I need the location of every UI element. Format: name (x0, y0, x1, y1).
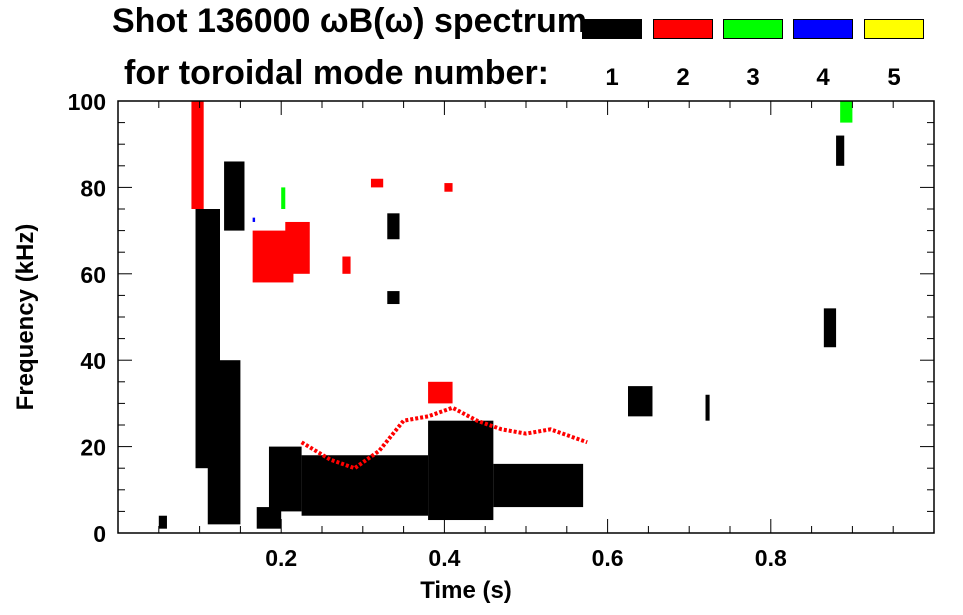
y-tick-label: 100 (68, 89, 106, 115)
y-axis-label: Frequency (kHz) (12, 224, 39, 411)
legend-label-mode-3: 3 (746, 64, 760, 91)
y-tick-label: 80 (80, 175, 106, 201)
spectral-region-mode-1-1 (195, 209, 220, 469)
x-tick-label: 0.4 (428, 545, 460, 571)
chart-title: Shot 136000 ωB(ω) spectrum (112, 2, 588, 40)
spectral-region-mode-1-9 (428, 420, 494, 521)
spectral-region-mode-1-4 (256, 507, 282, 529)
plot-frame (117, 100, 935, 534)
spectral-region-mode-2-6 (428, 381, 453, 404)
spectral-region-mode-2-3 (342, 256, 351, 274)
legend-swatch-mode-4 (793, 19, 853, 39)
x-axis-label: Time (s) (420, 577, 512, 604)
legend-label-mode-4: 4 (816, 64, 830, 91)
x-tick-label: 0.2 (265, 545, 297, 571)
legend-swatch-mode-3 (723, 19, 783, 39)
spectral-region-mode-1-11 (628, 386, 653, 417)
spectral-region-mode-1-7 (387, 213, 400, 240)
chart-subtitle: for toroidal mode number: (124, 54, 549, 92)
legend-label-mode-2: 2 (676, 64, 690, 91)
spectral-region-mode-1-10 (493, 463, 584, 508)
legend-label-mode-5: 5 (887, 64, 901, 91)
spectral-region-mode-1-13 (823, 308, 837, 348)
spectral-region-mode-1-14 (836, 135, 845, 166)
spectral-region-mode-1-8 (387, 291, 400, 305)
spectral-region-mode-2-5 (444, 183, 453, 192)
spectral-region-mode-1-5 (268, 446, 302, 512)
y-tick-label: 0 (93, 521, 106, 547)
spectral-region-mode-4-0 (252, 217, 256, 222)
spectral-region-mode-3-1 (840, 101, 853, 123)
spectral-region-mode-2-1 (252, 230, 294, 283)
y-tick-label: 60 (80, 262, 106, 288)
legend-swatch-mode-2 (653, 19, 713, 39)
legend-swatch-mode-1 (582, 19, 642, 39)
y-tick-label: 40 (80, 348, 106, 374)
spectral-region-mode-1-6 (301, 455, 429, 516)
legend-swatch-mode-5 (864, 19, 924, 39)
legend-label-mode-1: 1 (605, 64, 619, 91)
spectral-region-mode-1-12 (705, 394, 710, 421)
mode-2-curve (300, 405, 588, 471)
y-tick-label: 20 (80, 435, 106, 461)
spectral-region-mode-2-2 (285, 221, 310, 274)
x-tick-label: 0.8 (755, 545, 787, 571)
spectral-region-mode-1-2 (207, 360, 241, 525)
spectral-region-mode-3-0 (281, 187, 286, 209)
spectral-region-mode-1-0 (158, 515, 167, 529)
spectral-region-mode-2-4 (370, 178, 384, 188)
spectral-region-mode-2-0 (191, 101, 204, 209)
spectral-region-mode-1-3 (224, 161, 245, 231)
x-tick-label: 0.6 (592, 545, 624, 571)
